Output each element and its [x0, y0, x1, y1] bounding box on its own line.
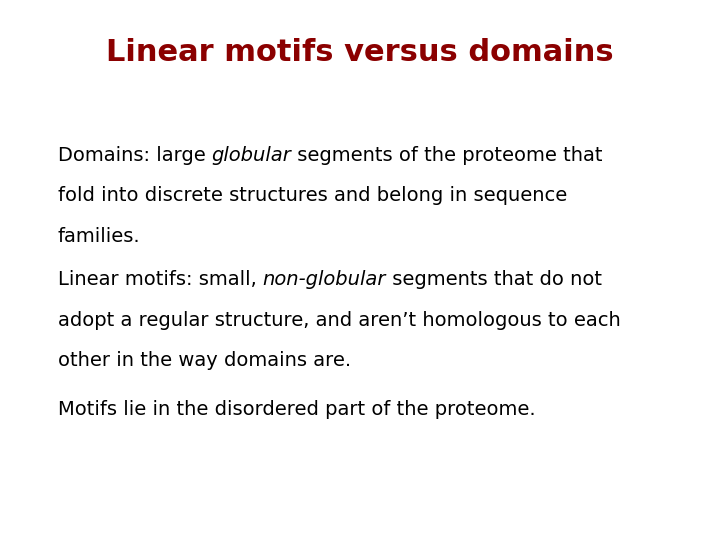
Text: adopt a regular structure, and aren’t homologous to each: adopt a regular structure, and aren’t ho…	[58, 310, 621, 329]
Text: Motifs lie in the disordered part of the proteome.: Motifs lie in the disordered part of the…	[58, 400, 535, 419]
Text: globular: globular	[212, 146, 292, 165]
Text: segments that do not: segments that do not	[386, 270, 602, 289]
Text: Linear motifs: small,: Linear motifs: small,	[58, 270, 263, 289]
Text: families.: families.	[58, 227, 140, 246]
Text: Domains: large: Domains: large	[58, 146, 212, 165]
Text: Linear motifs versus domains: Linear motifs versus domains	[106, 38, 614, 67]
Text: segments of the proteome that: segments of the proteome that	[292, 146, 603, 165]
Text: other in the way domains are.: other in the way domains are.	[58, 351, 351, 370]
Text: non-globular: non-globular	[263, 270, 386, 289]
Text: fold into discrete structures and belong in sequence: fold into discrete structures and belong…	[58, 186, 567, 205]
